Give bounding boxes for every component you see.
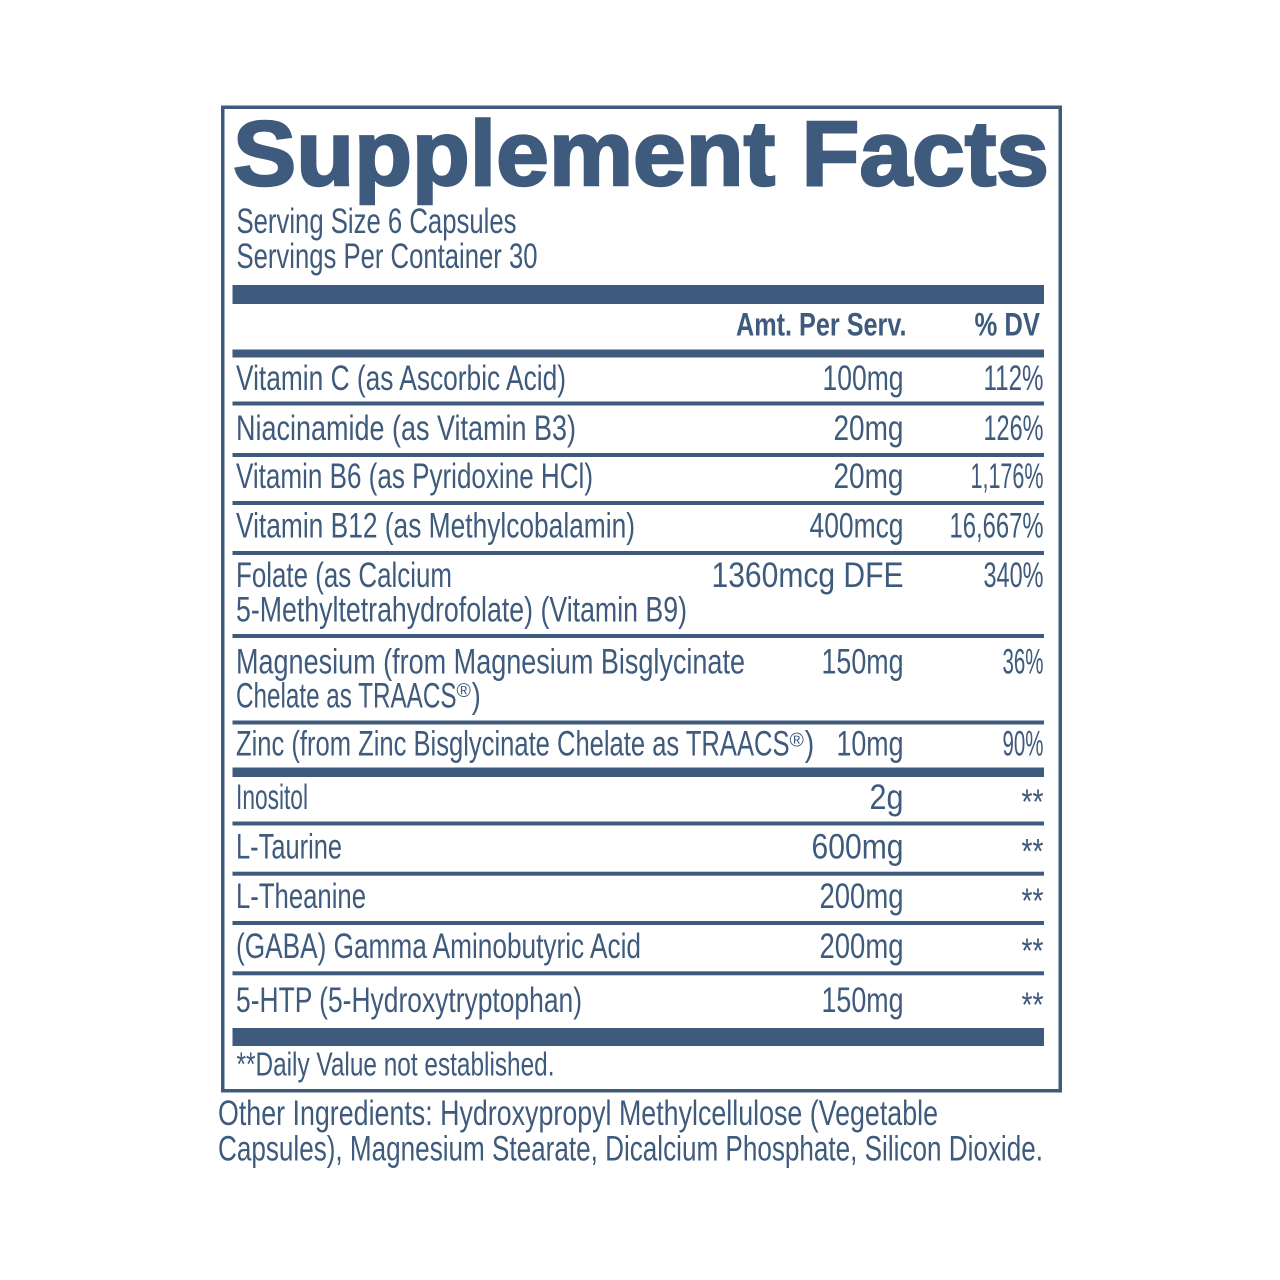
svg-text:): ) <box>805 725 815 764</box>
svg-text:200mg: 200mg <box>820 927 904 966</box>
svg-text:400mcg: 400mcg <box>810 507 904 546</box>
svg-text:Vitamin B12 (as Methylcobalami: Vitamin B12 (as Methylcobalamin) <box>236 507 635 546</box>
svg-text:Zinc (from Zinc Bisglycinate C: Zinc (from Zinc Bisglycinate Chelate as … <box>236 725 790 764</box>
svg-text:Other Ingredients: Hydroxyprop: Other Ingredients: Hydroxypropyl Methylc… <box>218 1093 938 1133</box>
svg-text:**: ** <box>1022 833 1044 872</box>
svg-text:**Daily Value not established.: **Daily Value not established. <box>237 1046 555 1083</box>
svg-text:**: ** <box>1022 783 1044 822</box>
svg-text:**: ** <box>1022 986 1044 1025</box>
svg-text:10mg: 10mg <box>837 725 904 764</box>
svg-text:340%: 340% <box>984 556 1044 595</box>
svg-text:36%: 36% <box>1003 643 1044 682</box>
svg-text:®: ® <box>790 730 805 752</box>
svg-text:% DV: % DV <box>975 306 1041 342</box>
svg-text:20mg: 20mg <box>834 457 904 496</box>
svg-text:112%: 112% <box>984 359 1044 398</box>
svg-text:1360mcg DFE: 1360mcg DFE <box>712 556 904 595</box>
svg-text:Amt. Per Serv.: Amt. Per Serv. <box>736 306 907 342</box>
svg-text:20mg: 20mg <box>834 409 904 448</box>
svg-text:90%: 90% <box>1003 725 1044 764</box>
svg-text:600mg: 600mg <box>812 828 904 867</box>
svg-text:®: ® <box>457 680 472 702</box>
svg-text:Folate (as Calcium: Folate (as Calcium <box>236 556 452 595</box>
svg-text:5-Methyltetrahydrofolate) (Vit: 5-Methyltetrahydrofolate) (Vitamin B9) <box>236 591 687 630</box>
svg-text:126%: 126% <box>984 409 1044 448</box>
svg-text:Vitamin C (as Ascorbic Acid): Vitamin C (as Ascorbic Acid) <box>236 359 566 398</box>
svg-text:Inositol: Inositol <box>236 778 308 817</box>
svg-text:150mg: 150mg <box>822 643 904 682</box>
svg-text:Niacinamide (as Vitamin B3): Niacinamide (as Vitamin B3) <box>236 409 576 448</box>
svg-text:Magnesium (from Magnesium Bisg: Magnesium (from Magnesium Bisglycinate <box>236 643 745 682</box>
svg-text:2g: 2g <box>870 778 904 817</box>
svg-text:Vitamin B6 (as Pyridoxine HCl): Vitamin B6 (as Pyridoxine HCl) <box>236 457 593 496</box>
svg-text:16,667%: 16,667% <box>950 507 1044 546</box>
svg-text:(GABA) Gamma Aminobutyric Acid: (GABA) Gamma Aminobutyric Acid <box>236 927 641 966</box>
svg-text:Supplement Facts: Supplement Facts <box>233 103 1049 205</box>
svg-text:1,176%: 1,176% <box>971 457 1044 496</box>
svg-text:Capsules), Magnesium Stearate,: Capsules), Magnesium Stearate, Dicalcium… <box>218 1129 1043 1169</box>
svg-text:150mg: 150mg <box>822 981 904 1020</box>
svg-text:200mg: 200mg <box>820 877 904 916</box>
svg-text:Servings Per Container 30: Servings Per Container 30 <box>237 237 538 276</box>
svg-text:100mg: 100mg <box>823 359 904 398</box>
svg-text:): ) <box>472 676 481 715</box>
svg-text:5-HTP (5-Hydroxytryptophan): 5-HTP (5-Hydroxytryptophan) <box>236 981 582 1020</box>
svg-text:**: ** <box>1022 932 1044 971</box>
svg-text:Chelate as TRAACS: Chelate as TRAACS <box>236 676 457 715</box>
svg-text:Serving Size 6 Capsules: Serving Size 6 Capsules <box>237 202 517 241</box>
svg-text:L-Theanine: L-Theanine <box>236 877 366 916</box>
svg-text:**: ** <box>1022 882 1044 921</box>
svg-text:L-Taurine: L-Taurine <box>236 828 342 867</box>
